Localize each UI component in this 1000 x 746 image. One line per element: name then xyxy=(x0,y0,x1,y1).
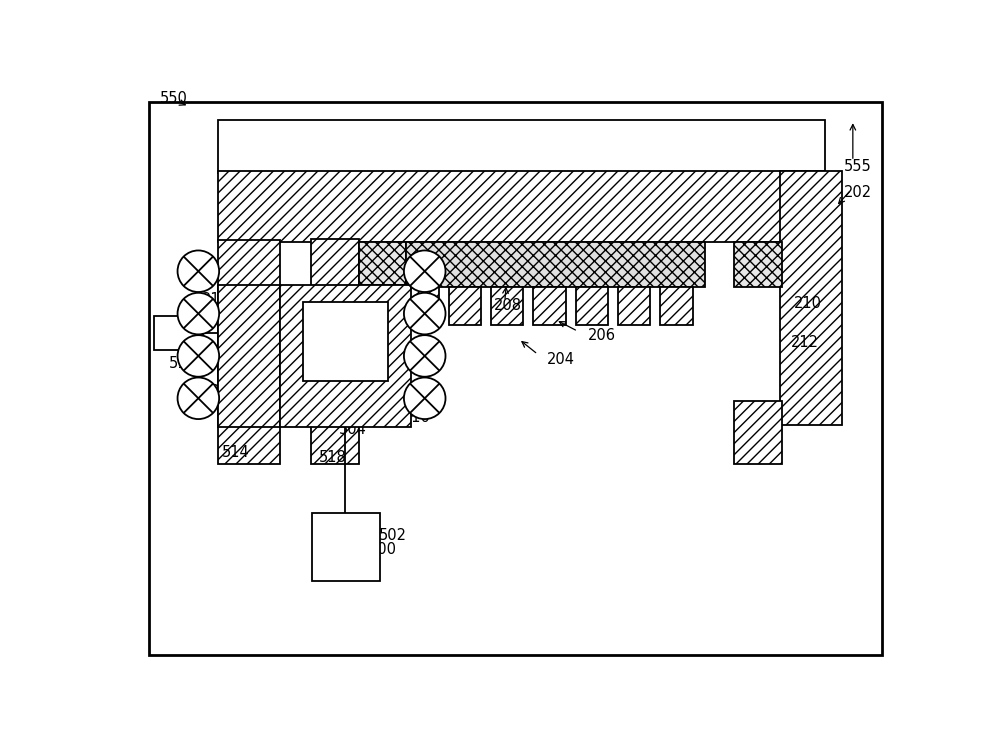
Bar xyxy=(154,316,203,350)
Bar xyxy=(218,171,825,242)
Text: 208: 208 xyxy=(494,298,522,313)
Circle shape xyxy=(404,251,446,292)
Text: 555: 555 xyxy=(844,159,871,174)
Bar xyxy=(449,286,481,325)
Bar xyxy=(533,286,566,325)
Bar xyxy=(618,286,650,325)
Bar xyxy=(734,242,782,286)
Bar xyxy=(312,513,380,581)
Text: 510: 510 xyxy=(403,410,431,425)
Text: 500: 500 xyxy=(369,542,397,557)
Circle shape xyxy=(404,292,446,334)
Text: 506: 506 xyxy=(202,384,230,399)
Text: 504: 504 xyxy=(338,422,366,437)
Text: 508: 508 xyxy=(412,380,440,396)
Text: 556: 556 xyxy=(158,325,186,340)
Bar xyxy=(218,285,280,427)
Text: 514: 514 xyxy=(221,445,249,460)
Bar xyxy=(660,286,693,325)
Text: 516: 516 xyxy=(300,397,328,412)
Text: 204: 204 xyxy=(546,352,574,367)
Text: 218: 218 xyxy=(345,315,373,330)
Text: 212: 212 xyxy=(318,316,346,331)
Text: 512: 512 xyxy=(169,356,197,372)
Text: 202: 202 xyxy=(844,185,872,200)
Bar xyxy=(358,242,406,286)
Circle shape xyxy=(178,251,219,292)
Bar xyxy=(280,285,411,427)
Bar xyxy=(406,242,705,286)
Bar xyxy=(491,286,523,325)
Text: 531: 531 xyxy=(225,356,252,372)
Text: 206: 206 xyxy=(588,328,616,343)
Bar xyxy=(576,286,608,325)
Bar xyxy=(358,285,406,325)
Text: 212: 212 xyxy=(791,334,819,350)
Bar xyxy=(780,171,842,425)
Text: 550: 550 xyxy=(160,91,188,106)
Bar xyxy=(303,302,388,380)
Bar xyxy=(218,240,280,464)
Bar xyxy=(406,286,439,325)
Circle shape xyxy=(404,335,446,377)
Bar xyxy=(311,239,358,464)
Text: 210: 210 xyxy=(794,296,822,311)
Circle shape xyxy=(178,335,219,377)
Circle shape xyxy=(404,377,446,419)
Bar xyxy=(734,401,782,464)
Text: 216: 216 xyxy=(201,292,229,307)
Text: 502: 502 xyxy=(379,528,407,543)
Circle shape xyxy=(178,292,219,334)
Bar xyxy=(218,120,825,172)
Text: 518: 518 xyxy=(318,450,346,465)
Circle shape xyxy=(178,377,219,419)
